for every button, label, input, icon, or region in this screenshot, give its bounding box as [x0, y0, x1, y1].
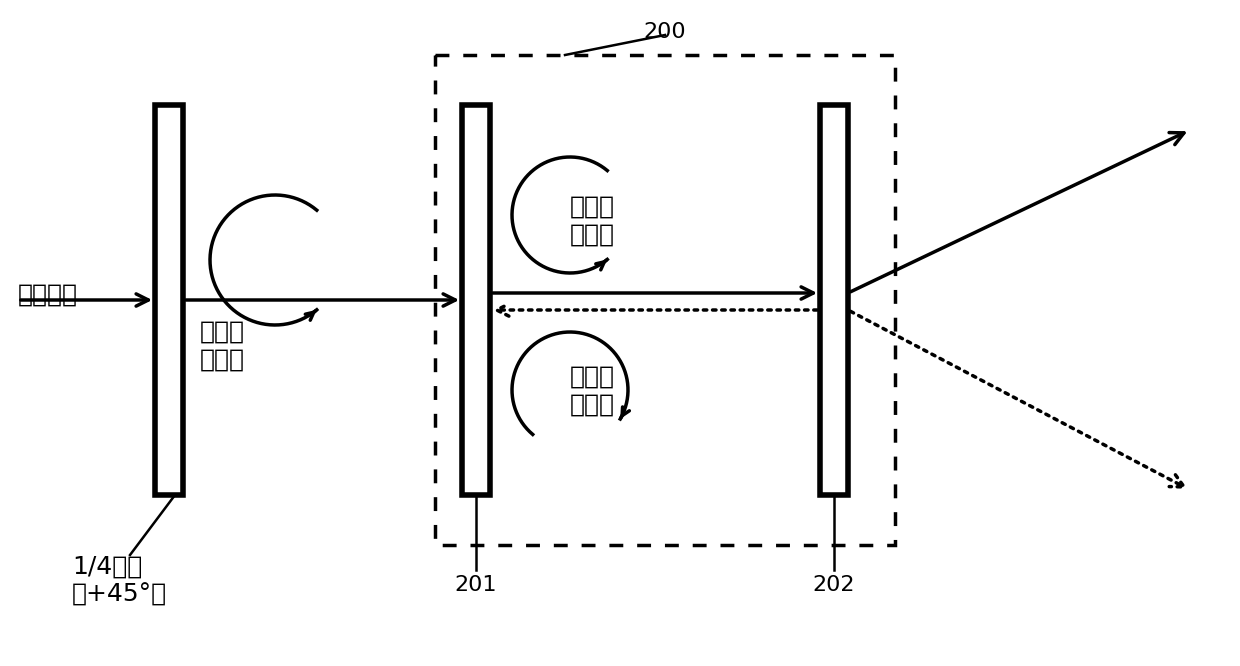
Text: 线偏振光: 线偏振光: [19, 283, 78, 307]
Text: 201: 201: [455, 575, 497, 595]
Text: 左旋圆
偏振光: 左旋圆 偏振光: [570, 195, 615, 247]
Text: 202: 202: [812, 575, 856, 595]
Bar: [820, 105, 848, 495]
Bar: [435, 55, 895, 545]
Bar: [463, 105, 490, 495]
Text: 左旋圆
偏振光: 左旋圆 偏振光: [200, 320, 246, 372]
Text: 200: 200: [644, 22, 686, 42]
Bar: [155, 105, 184, 495]
Text: 右旋圆
偏振光: 右旋圆 偏振光: [570, 365, 615, 417]
Text: 1/4波片
（+45°）: 1/4波片 （+45°）: [72, 555, 167, 607]
